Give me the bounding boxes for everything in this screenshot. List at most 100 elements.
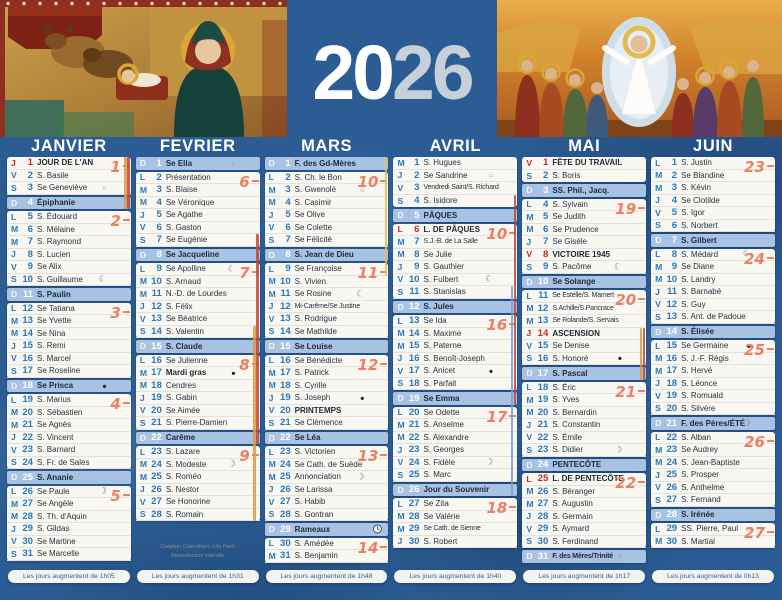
day-letter: V (655, 390, 661, 401)
day-letter: J (397, 261, 403, 272)
month-column-mars: MARS D 1 F. des Gd-Mères L 2 S. Ch. le Bon M 3 S.… (264, 137, 389, 585)
day-number: 8 (27, 248, 33, 260)
day-number: 9 (542, 261, 549, 273)
day-letter: L (397, 224, 403, 235)
day-letter: J (655, 195, 660, 206)
day-letter: J (11, 249, 16, 260)
day-row: M 24 S. Modeste ☽ (135, 459, 260, 471)
day-number: 24 (537, 459, 549, 471)
day-letter: S (11, 365, 17, 376)
day-letter: M (397, 432, 405, 443)
sunday-row: D 15 Se Louise (264, 340, 389, 353)
day-number: 16 (408, 352, 420, 364)
day-letter: L (655, 249, 661, 260)
day-letter: D (526, 551, 533, 562)
day-letter: J (397, 444, 403, 455)
saint-name: S. Parfait (423, 378, 457, 388)
saint-name: Se Emma (423, 393, 460, 403)
saint-name: Se Olive (294, 210, 325, 220)
day-letter: M (268, 288, 276, 299)
saint-name: S. Irénée (681, 510, 715, 520)
day-number: 22 (279, 432, 291, 444)
saint-name: S. Jean de Dieu (294, 250, 354, 260)
day-row: M 19 S. Yves (522, 394, 647, 407)
saint-name: S. Hervé (681, 366, 713, 376)
saint-name: S. Hugues (423, 158, 461, 168)
saint-name: S. Fulbert (423, 274, 459, 284)
saint-name: S. Vivien (294, 276, 327, 286)
saint-name: S. Éric (552, 382, 576, 392)
day-number: 4 (671, 194, 678, 206)
day-letter: M (268, 367, 276, 378)
day-letter: M (11, 236, 19, 247)
day-row: S 18 S. Parfait (393, 378, 518, 390)
saint-name: S. Georges (423, 445, 464, 455)
saint-name: S.J.-B. de La Salle (423, 238, 478, 246)
day-number: 11 (409, 286, 420, 298)
day-number: 3 (27, 182, 33, 194)
saint-name: Se Agnès (37, 420, 72, 430)
day-row: V 19 S. Romuald (651, 390, 775, 403)
day-number: 31 (22, 548, 33, 560)
week-block: L 12 Se Tatiana M 13 Se Yvette M 14 Se Nina J 15 S.… (7, 302, 131, 378)
day-row: M 25 Annonciation ☽ (264, 471, 389, 484)
week-block: L 26 Se Paule ☽ M 27 Se Angèle M 28 S. Th. d'Aqui… (7, 485, 131, 561)
day-number: 9 (27, 261, 33, 273)
day-letter: V (655, 207, 661, 218)
saint-name: S. Mélaine (37, 224, 75, 234)
day-number: 4 (542, 198, 549, 210)
sunday-row: D 21 F. des Pères/ÉTÉ ☽ (651, 417, 775, 430)
saint-name: Se Aimée (165, 405, 201, 415)
day-number: 9 (285, 263, 291, 275)
saint-name: S. Sébastien (37, 407, 83, 417)
day-letter: D (655, 326, 662, 337)
day-letter: J (526, 236, 532, 247)
day-number: 27 (22, 498, 33, 510)
day-number: 26 (22, 485, 33, 497)
day-letter: J (11, 340, 16, 351)
clock-icon (373, 524, 383, 534)
day-number: 1 (156, 157, 162, 169)
day-letter: V (526, 157, 533, 168)
day-letter: J (268, 484, 274, 495)
sunday-row: D 31 F. des Mères/Trinité ○ (522, 550, 647, 563)
day-number: 5 (285, 209, 291, 221)
saint-name: F. des Pères/ÉTÉ (681, 418, 746, 428)
day-letter: J (11, 157, 16, 168)
day-row: V 6 Se Colette (264, 222, 389, 234)
day-row: M 29 Se Cath. de Sienne (393, 523, 518, 536)
day-letter: M (655, 536, 663, 547)
day-letter: V (655, 482, 661, 493)
day-letter: J (397, 536, 403, 547)
day-number: 3 (542, 184, 549, 196)
day-number: 9 (414, 261, 420, 273)
day-letter: L (268, 263, 274, 274)
day-row: M 9 Se Diane (651, 261, 775, 274)
sunday-row: D 17 S. Pascal (522, 367, 647, 380)
day-number: 28 (666, 509, 678, 521)
day-number: 6 (671, 219, 678, 231)
day-number: 25 (408, 469, 420, 481)
day-row: S 14 S. Valentin (135, 326, 260, 338)
day-letter: D (655, 418, 662, 429)
day-row: J 5 Se Agathe (135, 209, 260, 222)
day-letter: S (526, 444, 533, 455)
day-row: L 2 S. Ch. le Bon (264, 172, 389, 184)
day-number: 5 (27, 211, 33, 223)
day-letter: D (268, 524, 275, 535)
day-letter: V (139, 496, 146, 507)
resurrection-artwork (497, 0, 782, 137)
moon-phase-icon: ☽ (98, 485, 107, 496)
day-letter: V (655, 299, 661, 310)
day-number: 25 (666, 469, 678, 481)
week-number: 12 (358, 356, 388, 374)
saint-name: Mardi gras (165, 368, 207, 378)
day-letter: M (526, 224, 534, 235)
saint-name: S. Gauthier (423, 262, 464, 272)
day-number: 17 (408, 365, 420, 377)
day-number: 16 (666, 352, 678, 364)
sunday-row: D 14 S. Élisée (651, 325, 775, 338)
day-number: 15 (408, 340, 420, 352)
day-number: 24 (279, 458, 291, 470)
saint-name: S. Vincent (37, 432, 74, 442)
